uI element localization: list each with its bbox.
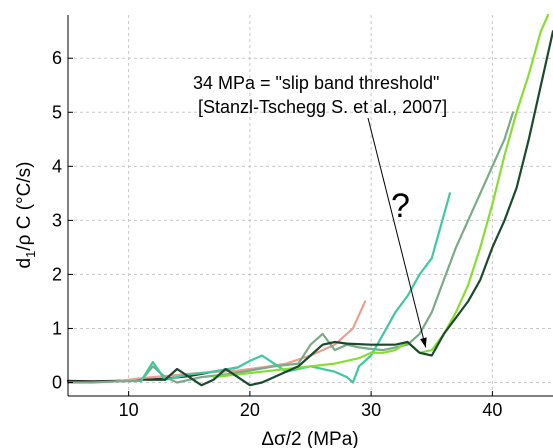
arrow-head xyxy=(420,337,427,348)
y-tick-label: 6 xyxy=(52,48,62,68)
series-line-6 xyxy=(145,30,553,387)
y-tick-label: 3 xyxy=(52,210,62,230)
axes xyxy=(67,15,553,397)
annotation-threshold: 34 MPa = "slip band threshold" xyxy=(193,73,439,93)
x-tick-label: 40 xyxy=(482,400,502,420)
y-tick-label: 2 xyxy=(52,264,62,284)
series-line-3 xyxy=(66,111,515,384)
x-tick-label: 10 xyxy=(119,400,139,420)
grid xyxy=(68,15,553,396)
annotation-arrow xyxy=(367,117,427,348)
series-line-5 xyxy=(212,13,550,379)
series-layer xyxy=(66,13,553,387)
x-tick-label: 30 xyxy=(361,400,381,420)
y-tick-label: 0 xyxy=(52,372,62,392)
series-line-4 xyxy=(139,192,451,384)
arrow-shaft xyxy=(367,117,427,348)
annotation-citation: [Stanzl-Tschegg S. et al., 2007] xyxy=(198,97,447,117)
y-tick-label: 1 xyxy=(52,318,62,338)
x-axis-label: Δσ/2 (MPa) xyxy=(261,429,358,448)
annotation-question: ? xyxy=(391,187,410,225)
x-tick-label: 20 xyxy=(240,400,260,420)
y-tick-label: 5 xyxy=(52,102,62,122)
y-axis-label: d1/ρ C (°C/s) xyxy=(14,162,38,269)
tick-labels: 10 20 30 40 0 1 2 3 4 5 6 xyxy=(52,48,502,420)
y-tick-label: 4 xyxy=(52,156,62,176)
